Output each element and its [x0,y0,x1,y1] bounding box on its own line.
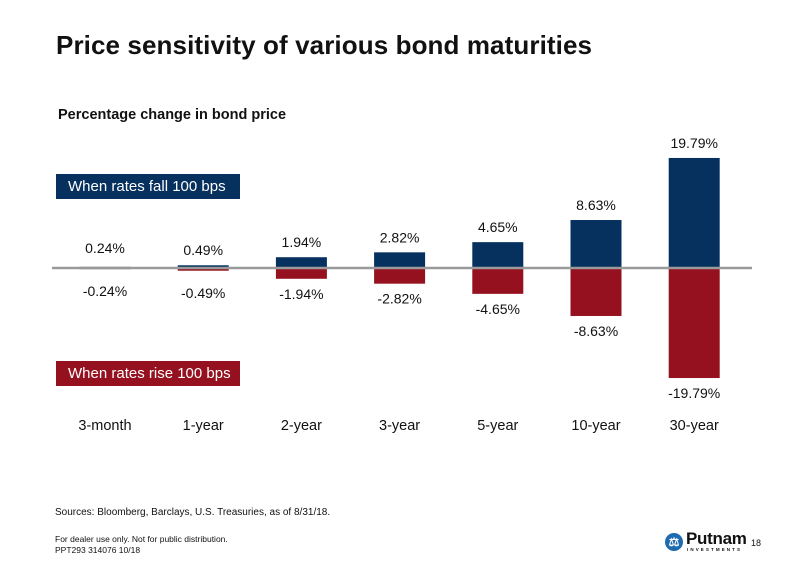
bar-rise-5-year [472,268,524,294]
label-fall-2-year: 1.94% [282,234,322,250]
tick-label-2-year: 2-year [281,418,322,434]
disclaimer-line-1: For dealer use only. Not for public dist… [55,534,228,544]
bar-rise-30-year [668,268,720,379]
series-fall-bars [79,157,720,268]
bar-fall-30-year [668,157,720,268]
tick-label-10-year: 10-year [571,418,620,434]
chart-subtitle: Percentage change in bond price [58,107,287,123]
label-fall-3-year: 2.82% [380,229,420,245]
bar-rise-3-year [374,268,426,284]
bar-fall-2-year [275,257,327,268]
category-tick-labels: 3-month 1-year 2-year 3-year 5-year 10-year 30… [78,418,719,434]
label-fall-30-year: 19.79% [670,135,717,151]
page-title: Price sensitivity of various bond maturi… [56,30,593,60]
tick-label-1-year: 1-year [183,418,224,434]
bar-fall-3-year [374,252,426,268]
series-rise-bars [79,268,720,379]
disclaimer-code: PPT293 314076 10/18 [55,545,141,555]
scales-icon: ⚖ [665,533,683,551]
legend-rates-rise: When rates rise 100 bps [56,361,240,386]
label-fall-1-year: 0.49% [183,242,223,258]
data-labels: 0.24% -0.24% 0.49% -0.49% 1.94% -1.94% 2.82% -2… [83,135,720,401]
tick-label-3-year: 3-year [379,418,420,434]
label-rise-1-year: -0.49% [181,285,225,301]
putnam-logo: ⚖ Putnam INVESTMENTS [665,529,755,557]
label-rise-3-year: -2.82% [377,291,421,307]
label-rise-2-year: -1.94% [279,286,323,302]
sources-note: Sources: Bloomberg, Barclays, U.S. Treas… [55,507,331,518]
bar-fall-10-year [570,220,622,268]
label-rise-3-month: -0.24% [83,283,127,299]
label-fall-3-month: 0.24% [85,240,125,256]
disclaimer: For dealer use only. Not for public dist… [55,534,228,556]
tick-label-3-month: 3-month [78,418,131,434]
tick-label-30-year: 30-year [670,418,719,434]
page-number: 18 [751,538,762,548]
legend-rates-fall: When rates fall 100 bps [56,174,240,199]
logo-name: Putnam [686,529,747,548]
tick-label-5-year: 5-year [477,418,518,434]
label-rise-5-year: -4.65% [476,301,520,317]
bar-fall-1-year [177,265,229,268]
label-rise-30-year: -19.79% [668,385,720,401]
bar-rise-10-year [570,268,622,316]
label-fall-5-year: 4.65% [478,219,518,235]
bar-fall-5-year [472,242,524,268]
bar-rise-1-year [177,268,229,271]
bar-rise-2-year [275,268,327,279]
label-rise-10-year: -8.63% [574,323,618,339]
label-fall-10-year: 8.63% [576,197,616,213]
logo-subtitle: INVESTMENTS [687,547,743,552]
